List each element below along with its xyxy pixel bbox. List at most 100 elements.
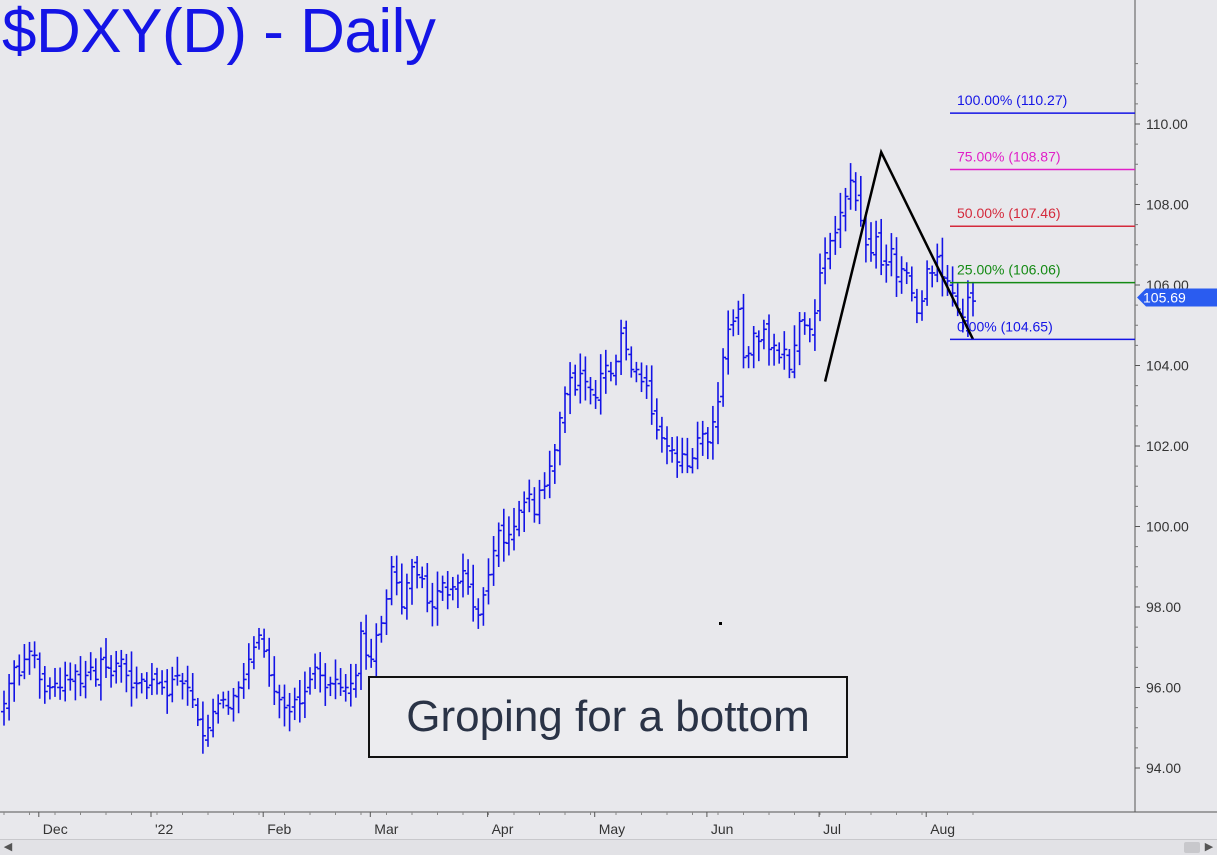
y-tick-label: 104.00	[1146, 358, 1189, 374]
price-bar	[307, 667, 313, 695]
price-bar	[276, 684, 283, 719]
price-bar	[205, 714, 211, 747]
price-bar	[750, 325, 757, 369]
price-bar	[118, 649, 125, 683]
price-bar	[791, 325, 798, 379]
price-bar	[505, 516, 512, 556]
price-bar	[266, 637, 273, 687]
price-bar	[174, 656, 181, 686]
price-bar	[638, 362, 645, 393]
price-bar	[587, 377, 594, 405]
price-bar	[342, 674, 349, 702]
price-bar	[1, 690, 7, 726]
price-bar	[358, 621, 364, 690]
price-bar	[143, 672, 150, 700]
price-bar	[541, 472, 548, 500]
price-bar	[363, 614, 370, 670]
scrollbar-thumb[interactable]	[1184, 842, 1200, 853]
price-bar	[664, 426, 670, 465]
annotation-box: Groping for a bottom	[368, 676, 848, 758]
y-tick-label: 96.00	[1146, 680, 1181, 696]
price-bar	[169, 666, 176, 703]
price-bar	[801, 312, 808, 335]
price-bar	[669, 436, 676, 463]
price-bar	[429, 582, 436, 627]
price-bar	[760, 319, 767, 350]
price-bar	[817, 253, 823, 322]
price-bar	[312, 653, 319, 689]
price-bar	[822, 237, 829, 285]
x-tick-label: Feb	[267, 821, 291, 837]
scroll-left-arrow-icon[interactable]: ◀	[3, 841, 13, 853]
price-bar	[352, 663, 359, 698]
price-bar	[567, 362, 574, 415]
price-bar	[546, 450, 553, 499]
price-bar	[970, 281, 976, 317]
price-bar	[398, 563, 405, 615]
scroll-right-arrow-icon[interactable]: ▶	[1204, 841, 1214, 853]
price-bar	[16, 654, 23, 686]
price-bar	[235, 681, 242, 714]
fib-level-label: 50.00% (107.46)	[957, 205, 1061, 221]
price-bar	[164, 669, 171, 714]
price-bar	[526, 479, 533, 513]
horizontal-scrollbar[interactable]: ◀ ▶	[0, 839, 1217, 855]
y-tick-label: 102.00	[1146, 438, 1189, 454]
price-bar	[582, 356, 589, 401]
price-bar	[602, 349, 609, 394]
price-bar	[766, 314, 772, 366]
price-bar	[653, 398, 660, 440]
price-bar	[658, 416, 665, 453]
price-bar	[97, 647, 104, 701]
price-bar	[648, 365, 655, 425]
price-bar	[903, 262, 910, 285]
price-bar	[128, 651, 135, 707]
x-tick-label: May	[599, 821, 625, 837]
price-bar	[230, 687, 237, 722]
price-bar	[556, 411, 563, 466]
price-bar	[281, 684, 288, 727]
price-bar	[597, 354, 604, 415]
price-bar	[618, 319, 625, 375]
price-bar	[113, 650, 120, 684]
price-bar	[689, 448, 696, 474]
price-bar	[725, 310, 732, 375]
price-bar	[210, 698, 217, 738]
price-bar	[67, 662, 74, 691]
swing-line	[823, 148, 975, 382]
price-bar	[944, 265, 951, 296]
price-bar	[521, 491, 528, 532]
fib-level-label: 25.00% (106.06)	[957, 262, 1061, 278]
price-bar	[403, 573, 410, 620]
price-bar	[495, 522, 502, 567]
price-bar	[220, 691, 227, 709]
annotation-text: Groping for a bottom	[406, 692, 810, 741]
price-bar	[643, 365, 650, 399]
price-bar	[388, 556, 395, 606]
fib-level-label: 0.00% (104.65)	[957, 318, 1053, 334]
price-bar	[271, 656, 278, 706]
price-bar	[730, 309, 737, 337]
price-bar	[21, 644, 28, 680]
price-bar	[878, 218, 885, 276]
price-bar	[31, 641, 38, 669]
price-bar	[439, 575, 446, 601]
price-bar	[194, 697, 201, 727]
x-tick-label: Mar	[374, 821, 398, 837]
price-bar	[460, 553, 466, 598]
price-bar	[434, 571, 441, 626]
price-bar	[490, 536, 497, 586]
price-bar	[511, 507, 517, 551]
price-bar	[215, 694, 222, 724]
price-bar	[924, 260, 931, 306]
price-bar	[913, 288, 920, 324]
price-bar	[939, 237, 946, 297]
price-bar	[470, 564, 477, 622]
price-bar	[419, 566, 426, 589]
price-bar	[373, 623, 380, 680]
price-bar	[873, 220, 880, 269]
price-bar	[26, 641, 33, 675]
price-bar	[189, 673, 196, 708]
price-bar	[934, 243, 941, 283]
price-bar	[745, 346, 752, 369]
